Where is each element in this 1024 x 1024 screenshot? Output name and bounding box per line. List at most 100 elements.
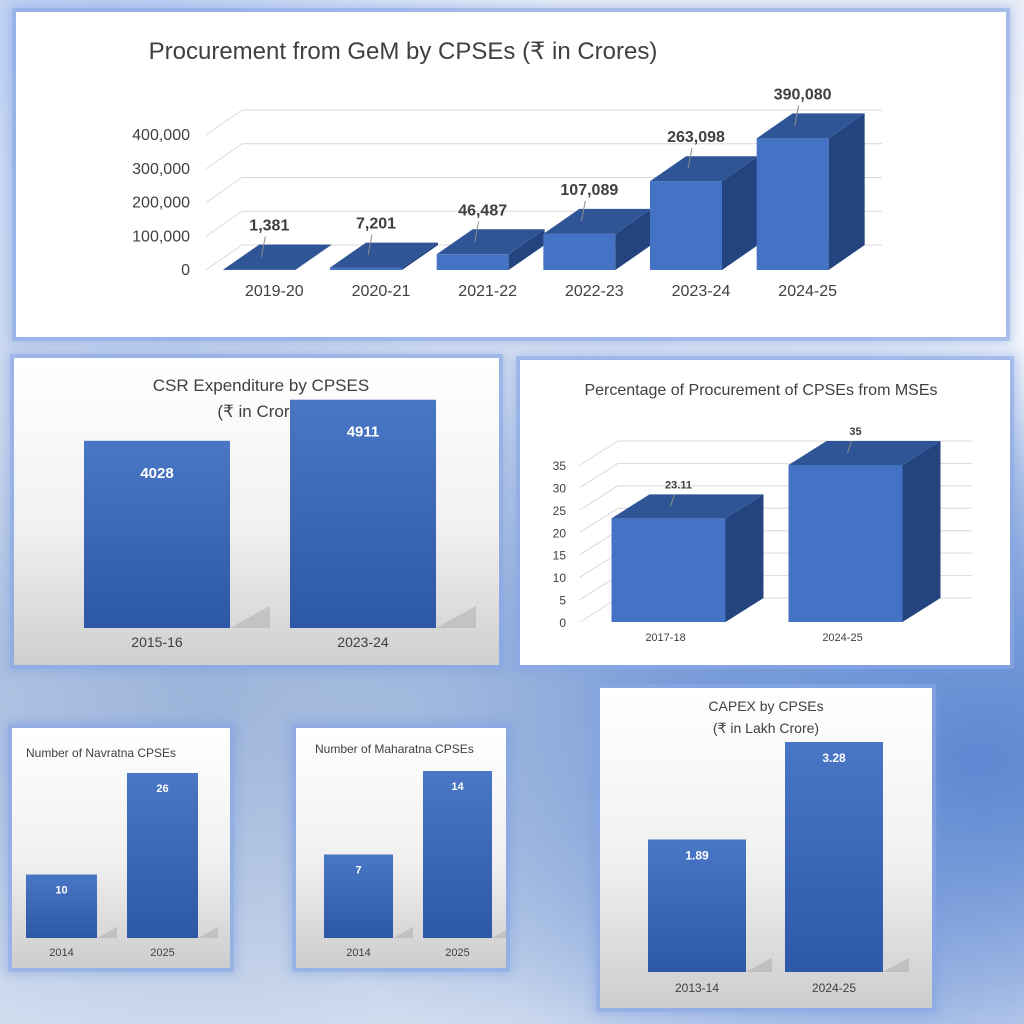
bar-side xyxy=(828,113,865,271)
bar-top xyxy=(650,156,758,182)
bar xyxy=(423,771,492,938)
maharatna-plot-area: 7 2014 14 2025 xyxy=(324,771,506,959)
y-tick-label: 400,000 xyxy=(132,127,190,144)
capex-chart: CAPEX by CPSEs (₹ in Lakh Crore) 1.89 201… xyxy=(648,698,909,995)
x-tick-label: 2015-16 xyxy=(131,634,183,650)
data-label: 1,381 xyxy=(249,218,289,235)
y-tick-label: 0 xyxy=(181,262,190,279)
bar xyxy=(324,854,393,938)
navratna-chart-panel: Number of Navratna CPSEs 10 2014 26 2025 xyxy=(12,728,230,968)
data-label-leader xyxy=(670,494,675,507)
x-tick-label: 2021-22 xyxy=(458,283,517,300)
navratna-chart: Number of Navratna CPSEs 10 2014 26 2025 xyxy=(26,746,218,959)
mse-procurement-chart-panel: Percentage of Procurement of CPSEs from … xyxy=(520,360,1010,665)
gem-procurement-chart: Procurement from GeM by CPSEs (₹ in Cror… xyxy=(132,38,882,300)
chart-title-line-2: (₹ in Crore) xyxy=(217,402,304,421)
chart-title: Procurement from GeM by CPSEs (₹ in Cror… xyxy=(149,38,658,65)
bar xyxy=(26,874,97,938)
bar-front xyxy=(611,518,726,622)
y-tick-label: 10 xyxy=(553,571,567,585)
bar-shadow xyxy=(230,606,270,628)
gridline-depth xyxy=(205,143,243,170)
bar-front xyxy=(543,233,616,270)
bar-top xyxy=(756,113,865,139)
y-tick-label: 5 xyxy=(559,594,566,608)
y-tick-label: 20 xyxy=(553,526,567,540)
chart-title-line-2: (₹ in Lakh Crore) xyxy=(713,720,819,736)
y-tick-label: 30 xyxy=(553,481,567,495)
y-tick-label: 100,000 xyxy=(132,228,190,245)
gridline-depth xyxy=(579,485,619,511)
csr-plot-area: 4028 2015-16 4911 2023-24 xyxy=(84,399,476,650)
x-tick-label: 2017-18 xyxy=(645,632,685,644)
bar-shadow xyxy=(97,927,117,938)
data-label: 7 xyxy=(355,865,361,877)
data-label-leader xyxy=(847,440,852,454)
bar-shadow xyxy=(492,930,506,938)
x-tick-label: 2014 xyxy=(49,947,73,959)
bar-side xyxy=(722,156,758,270)
x-tick-label: 2024-25 xyxy=(778,283,837,300)
data-label: 107,089 xyxy=(560,182,618,199)
bar-top xyxy=(223,244,332,270)
data-label: 46,487 xyxy=(458,202,507,219)
x-tick-label: 2024-25 xyxy=(812,981,856,995)
data-label: 4911 xyxy=(347,424,380,441)
chart-title: Number of Navratna CPSEs xyxy=(26,746,176,760)
x-tick-label: 2023-24 xyxy=(672,283,731,300)
navratna-plot-area: 10 2014 26 2025 xyxy=(26,773,218,959)
gridline-depth xyxy=(205,244,243,271)
data-label-leader xyxy=(474,221,480,242)
bar-shadow xyxy=(393,927,413,938)
bar-shadow xyxy=(198,927,218,938)
bar-front xyxy=(650,181,722,270)
data-label-leader xyxy=(794,105,800,126)
gridline-depth xyxy=(579,507,619,533)
data-label: 390,080 xyxy=(774,86,832,103)
data-label-leader xyxy=(687,148,693,169)
csr-expenditure-chart-panel: CSR Expenditure by CPSES (₹ in Crore) 40… xyxy=(14,358,499,665)
x-tick-label: 2019-20 xyxy=(245,283,304,300)
data-label: 3.28 xyxy=(822,751,846,765)
chart-title-line-1: CSR Expenditure by CPSES xyxy=(153,376,369,395)
gem-procurement-chart-panel: Procurement from GeM by CPSEs (₹ in Cror… xyxy=(16,12,1006,337)
data-label: 7,201 xyxy=(356,216,396,233)
bar-shadow xyxy=(746,957,772,972)
data-label: 263,098 xyxy=(667,129,725,146)
bar-front xyxy=(788,465,903,622)
x-tick-label: 2020-21 xyxy=(352,283,411,300)
gridline-depth xyxy=(579,440,619,466)
bar-front xyxy=(436,254,509,270)
chart-title-line-1: CAPEX by CPSEs xyxy=(708,698,823,714)
gem-plot-area: 0 100,000 200,000 300,000 400,000 1,381 2019-2… xyxy=(132,86,882,300)
capex-chart-panel: CAPEX by CPSEs (₹ in Lakh Crore) 1.89 201… xyxy=(600,688,932,1008)
y-tick-label: 0 xyxy=(559,616,566,630)
data-label: 1.89 xyxy=(685,848,709,862)
bar-top xyxy=(543,208,652,234)
y-tick-label: 25 xyxy=(553,504,567,518)
mse-plot-area: 0 5 10 15 20 25 30 35 23.11 2017-18 35 2024-25 xyxy=(553,426,972,644)
y-tick-label: 200,000 xyxy=(132,195,190,212)
y-tick-label: 300,000 xyxy=(132,161,190,178)
x-tick-label: 2024-25 xyxy=(822,632,862,644)
data-label-leader xyxy=(367,234,373,256)
bar-shadow xyxy=(883,957,909,972)
chart-title: Percentage of Procurement of CPSEs from … xyxy=(584,382,937,399)
bar xyxy=(84,440,230,628)
chart-title: Number of Maharatna CPSEs xyxy=(315,742,474,756)
gridline-depth xyxy=(205,109,243,136)
gridline-depth xyxy=(579,463,619,488)
bar-side xyxy=(615,208,652,270)
bar-top xyxy=(611,494,764,519)
bar-side xyxy=(725,494,764,622)
gridline-depth xyxy=(205,177,243,203)
bar-side xyxy=(508,229,545,270)
x-tick-label: 2014 xyxy=(346,947,370,959)
capex-plot-area: 1.89 2013-14 3.28 2024-25 xyxy=(648,742,909,995)
data-label-leader xyxy=(580,200,586,222)
bar xyxy=(648,839,746,972)
bar-top xyxy=(330,242,438,268)
x-tick-label: 2023-24 xyxy=(337,634,389,650)
bar-shadow xyxy=(436,606,476,628)
data-label: 23.11 xyxy=(665,479,692,491)
